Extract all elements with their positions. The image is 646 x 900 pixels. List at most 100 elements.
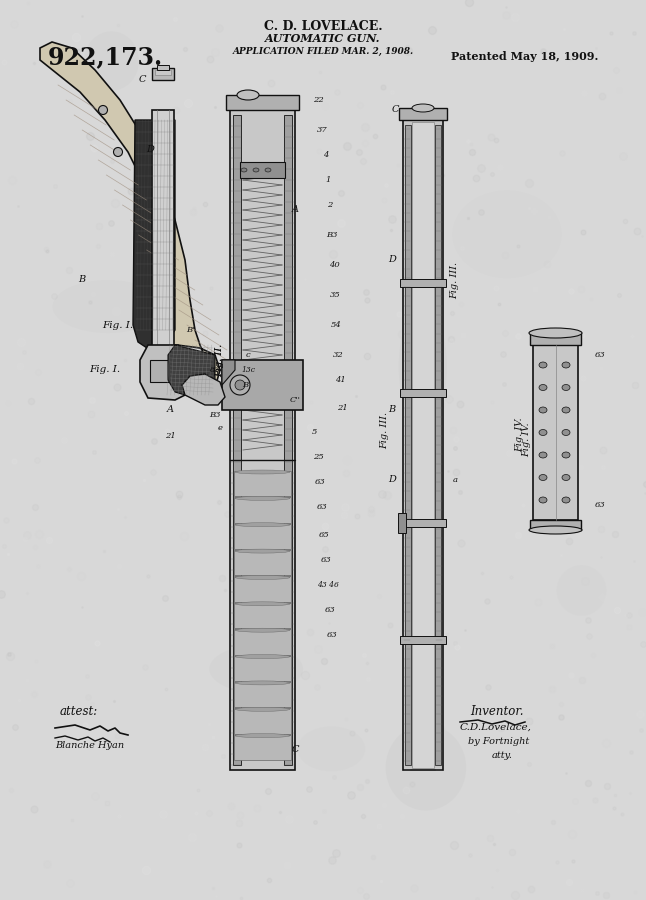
Text: B: B xyxy=(78,275,85,284)
Ellipse shape xyxy=(562,384,570,391)
Ellipse shape xyxy=(562,362,570,368)
Bar xyxy=(230,110,295,770)
Ellipse shape xyxy=(265,168,271,172)
Text: Fig. I.: Fig. I. xyxy=(89,365,121,374)
Ellipse shape xyxy=(539,474,547,481)
Ellipse shape xyxy=(209,645,303,692)
Ellipse shape xyxy=(237,90,259,100)
Ellipse shape xyxy=(235,602,290,606)
Text: C: C xyxy=(291,745,298,754)
Ellipse shape xyxy=(253,168,259,172)
Ellipse shape xyxy=(235,575,290,580)
Text: atty.: atty. xyxy=(492,751,513,760)
Ellipse shape xyxy=(562,497,570,503)
Ellipse shape xyxy=(539,407,547,413)
Text: B': B' xyxy=(186,326,194,334)
Text: by Fortnight: by Fortnight xyxy=(468,737,529,746)
Text: B: B xyxy=(388,406,395,415)
Text: B: B xyxy=(242,381,248,389)
Bar xyxy=(240,162,285,178)
Bar xyxy=(226,95,299,110)
Text: Fig. IV.: Fig. IV. xyxy=(516,418,525,453)
Text: 25: 25 xyxy=(313,453,324,461)
Ellipse shape xyxy=(235,549,290,554)
Ellipse shape xyxy=(241,168,247,172)
Ellipse shape xyxy=(412,104,434,112)
Text: 63: 63 xyxy=(317,503,328,511)
Text: AUTOMATIC GUN.: AUTOMATIC GUN. xyxy=(266,33,380,44)
Text: 41: 41 xyxy=(335,376,346,384)
Text: Fig. III.: Fig. III. xyxy=(450,261,459,299)
Text: 63: 63 xyxy=(315,478,326,486)
Bar xyxy=(399,108,447,120)
Text: Patented May 18, 1909.: Patented May 18, 1909. xyxy=(451,51,598,62)
Ellipse shape xyxy=(399,307,447,427)
Ellipse shape xyxy=(562,407,570,413)
Ellipse shape xyxy=(539,384,547,391)
Bar xyxy=(148,360,178,380)
Ellipse shape xyxy=(539,429,547,436)
Text: 21: 21 xyxy=(165,432,175,440)
Text: 63: 63 xyxy=(327,631,337,639)
Text: Fig. III.: Fig. III. xyxy=(380,411,390,448)
Bar xyxy=(400,389,446,397)
Ellipse shape xyxy=(230,375,250,395)
Bar xyxy=(157,65,169,70)
Bar xyxy=(412,122,434,768)
Text: 35: 35 xyxy=(329,291,340,299)
Bar xyxy=(222,360,303,410)
Bar xyxy=(234,550,291,575)
Text: 63: 63 xyxy=(594,351,605,359)
Bar xyxy=(234,734,291,760)
Bar xyxy=(155,70,171,75)
Text: attest:: attest: xyxy=(60,705,98,718)
Bar xyxy=(234,682,291,707)
Bar xyxy=(400,519,446,527)
Bar xyxy=(234,577,291,602)
Text: 2: 2 xyxy=(328,201,333,209)
Bar xyxy=(234,524,291,549)
Text: 63: 63 xyxy=(325,606,335,614)
Text: Fig. II.: Fig. II. xyxy=(216,344,225,376)
Bar xyxy=(398,513,406,533)
Text: APPLICATION FILED MAR. 2, 1908.: APPLICATION FILED MAR. 2, 1908. xyxy=(233,47,413,56)
Polygon shape xyxy=(40,42,220,398)
Text: C'': C'' xyxy=(289,396,300,404)
Bar xyxy=(233,115,241,765)
Ellipse shape xyxy=(562,474,570,481)
Text: 4: 4 xyxy=(323,151,329,159)
Text: 13c: 13c xyxy=(241,366,255,374)
Bar xyxy=(234,655,291,681)
Bar xyxy=(405,125,411,765)
Ellipse shape xyxy=(235,654,290,659)
Text: 1: 1 xyxy=(326,176,331,184)
Bar xyxy=(284,115,292,765)
Polygon shape xyxy=(182,374,225,405)
Text: 40: 40 xyxy=(329,261,339,269)
Ellipse shape xyxy=(235,681,290,685)
Text: 922,173.: 922,173. xyxy=(48,45,163,69)
Ellipse shape xyxy=(562,452,570,458)
Bar xyxy=(530,520,581,530)
Ellipse shape xyxy=(562,429,570,436)
Text: 63: 63 xyxy=(320,556,331,564)
Polygon shape xyxy=(140,345,200,400)
Text: D: D xyxy=(388,475,396,484)
Bar xyxy=(400,278,446,286)
Text: B3: B3 xyxy=(326,231,338,239)
Text: 32: 32 xyxy=(333,351,344,359)
Ellipse shape xyxy=(529,328,582,338)
Text: e: e xyxy=(218,424,222,432)
Text: Blanche Hyan: Blanche Hyan xyxy=(55,741,124,750)
Text: A: A xyxy=(291,205,298,214)
Ellipse shape xyxy=(235,380,245,390)
Polygon shape xyxy=(133,120,175,350)
Text: Fig. II.: Fig. II. xyxy=(216,344,225,376)
Text: C: C xyxy=(391,105,399,114)
Text: Inventor.: Inventor. xyxy=(470,705,523,718)
Ellipse shape xyxy=(235,628,290,632)
Ellipse shape xyxy=(52,280,163,333)
Bar xyxy=(234,498,291,523)
Text: C.D.Lovelace,: C.D.Lovelace, xyxy=(460,723,532,732)
Text: 83: 83 xyxy=(209,366,220,374)
